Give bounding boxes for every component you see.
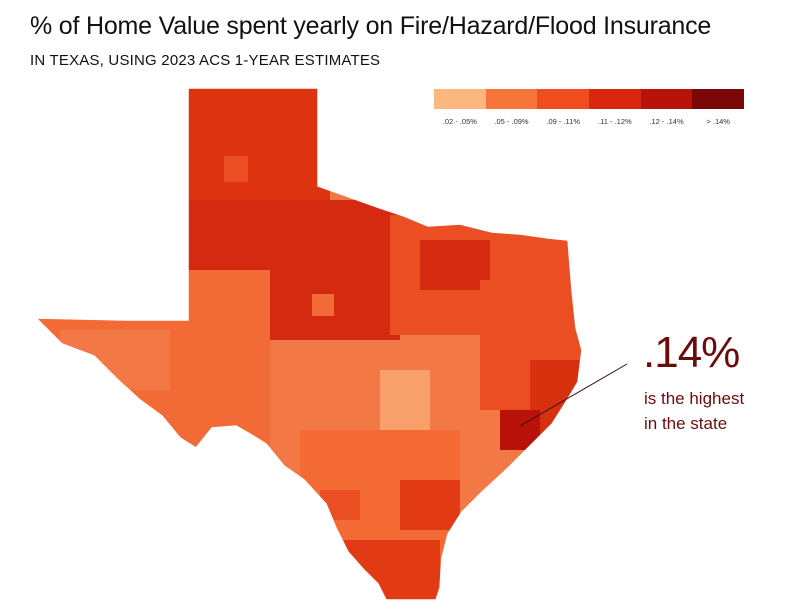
legend-swatch-6 <box>692 89 745 109</box>
legend-swatch-3 <box>537 89 590 109</box>
legend-swatch-1 <box>434 89 486 109</box>
legend: .02 - .05% .05 - .09% .09 - .11% .11 - .… <box>434 89 745 129</box>
region-far-west <box>60 330 170 390</box>
region-dfw <box>420 240 490 290</box>
legend-label-3: .09 - .11% <box>546 117 580 126</box>
legend-label-1: .02 - .05% <box>442 117 477 126</box>
legend-label-5: .12 - .14% <box>649 117 684 126</box>
region-north-county <box>312 294 334 316</box>
callout-value: .14% <box>643 328 740 377</box>
legend-label-2: .05 - .09% <box>494 117 529 126</box>
callout-line-2: in the state <box>644 414 728 433</box>
callout-text: is the highest in the state <box>644 386 794 436</box>
callout-leader-line <box>519 363 628 427</box>
region-panhandle-county <box>224 156 248 182</box>
legend-swatch-2 <box>485 89 538 109</box>
legend-swatch-4 <box>589 89 641 109</box>
chart-title: % of Home Value spent yearly on Fire/Haz… <box>30 12 712 40</box>
texas-outline <box>34 87 583 600</box>
region-panhandle <box>180 88 330 210</box>
chart-subtitle: IN TEXAS, USING 2023 ACS 1-YEAR ESTIMATE… <box>30 52 381 69</box>
legend-swatches <box>434 89 745 109</box>
legend-labels: .02 - .05% .05 - .09% .09 - .11% .11 - .… <box>434 117 744 126</box>
region-houston <box>500 410 540 450</box>
callout-line-1: is the highest <box>644 389 745 408</box>
legend-swatch-5 <box>640 89 693 109</box>
region-coastal-bend <box>400 480 460 530</box>
legend-label-6: > .14% <box>706 117 730 126</box>
legend-label-4: .11 - .12% <box>598 117 632 126</box>
